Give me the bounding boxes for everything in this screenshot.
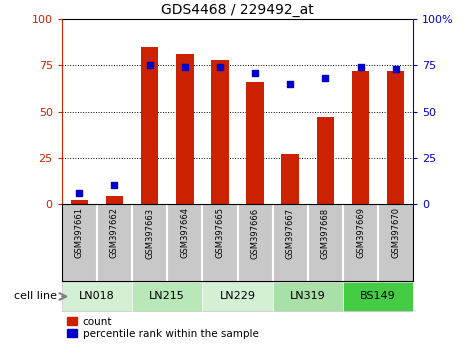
Bar [247,82,264,204]
Bar [62,282,132,311]
Text: BS149: BS149 [360,291,396,302]
Point [181,64,189,70]
Text: LN229: LN229 [219,291,256,302]
Text: LN215: LN215 [149,291,185,302]
Bar [273,282,343,311]
Point [111,182,118,188]
Bar [281,154,299,204]
Text: GSM397667: GSM397667 [286,207,294,258]
Bar [211,60,228,204]
Point [322,75,329,81]
Point [357,64,364,70]
Bar [316,117,334,204]
Text: GSM397662: GSM397662 [110,207,119,258]
Text: GSM397666: GSM397666 [251,207,259,258]
Bar [176,55,194,204]
Point [216,64,224,70]
Title: GDS4468 / 229492_at: GDS4468 / 229492_at [161,3,314,17]
Text: GSM397669: GSM397669 [356,207,365,258]
Text: GSM397665: GSM397665 [216,207,224,258]
Text: LN018: LN018 [79,291,115,302]
Text: GSM397670: GSM397670 [391,207,400,258]
Bar [71,200,88,204]
Bar [132,282,202,311]
Bar [343,282,413,311]
Point [146,63,153,68]
Bar [141,47,158,204]
Bar [387,71,404,204]
Text: cell line: cell line [14,291,57,302]
Text: GSM397664: GSM397664 [180,207,189,258]
Point [286,81,294,87]
Point [76,190,83,195]
Legend: count, percentile rank within the sample: count, percentile rank within the sample [67,317,258,339]
Text: GSM397663: GSM397663 [145,207,154,258]
Bar [105,196,124,204]
Point [251,70,259,76]
Bar [352,71,369,204]
Point [392,66,399,72]
Text: LN319: LN319 [290,291,326,302]
Text: GSM397661: GSM397661 [75,207,84,258]
Bar [202,282,273,311]
Text: GSM397668: GSM397668 [321,207,330,258]
